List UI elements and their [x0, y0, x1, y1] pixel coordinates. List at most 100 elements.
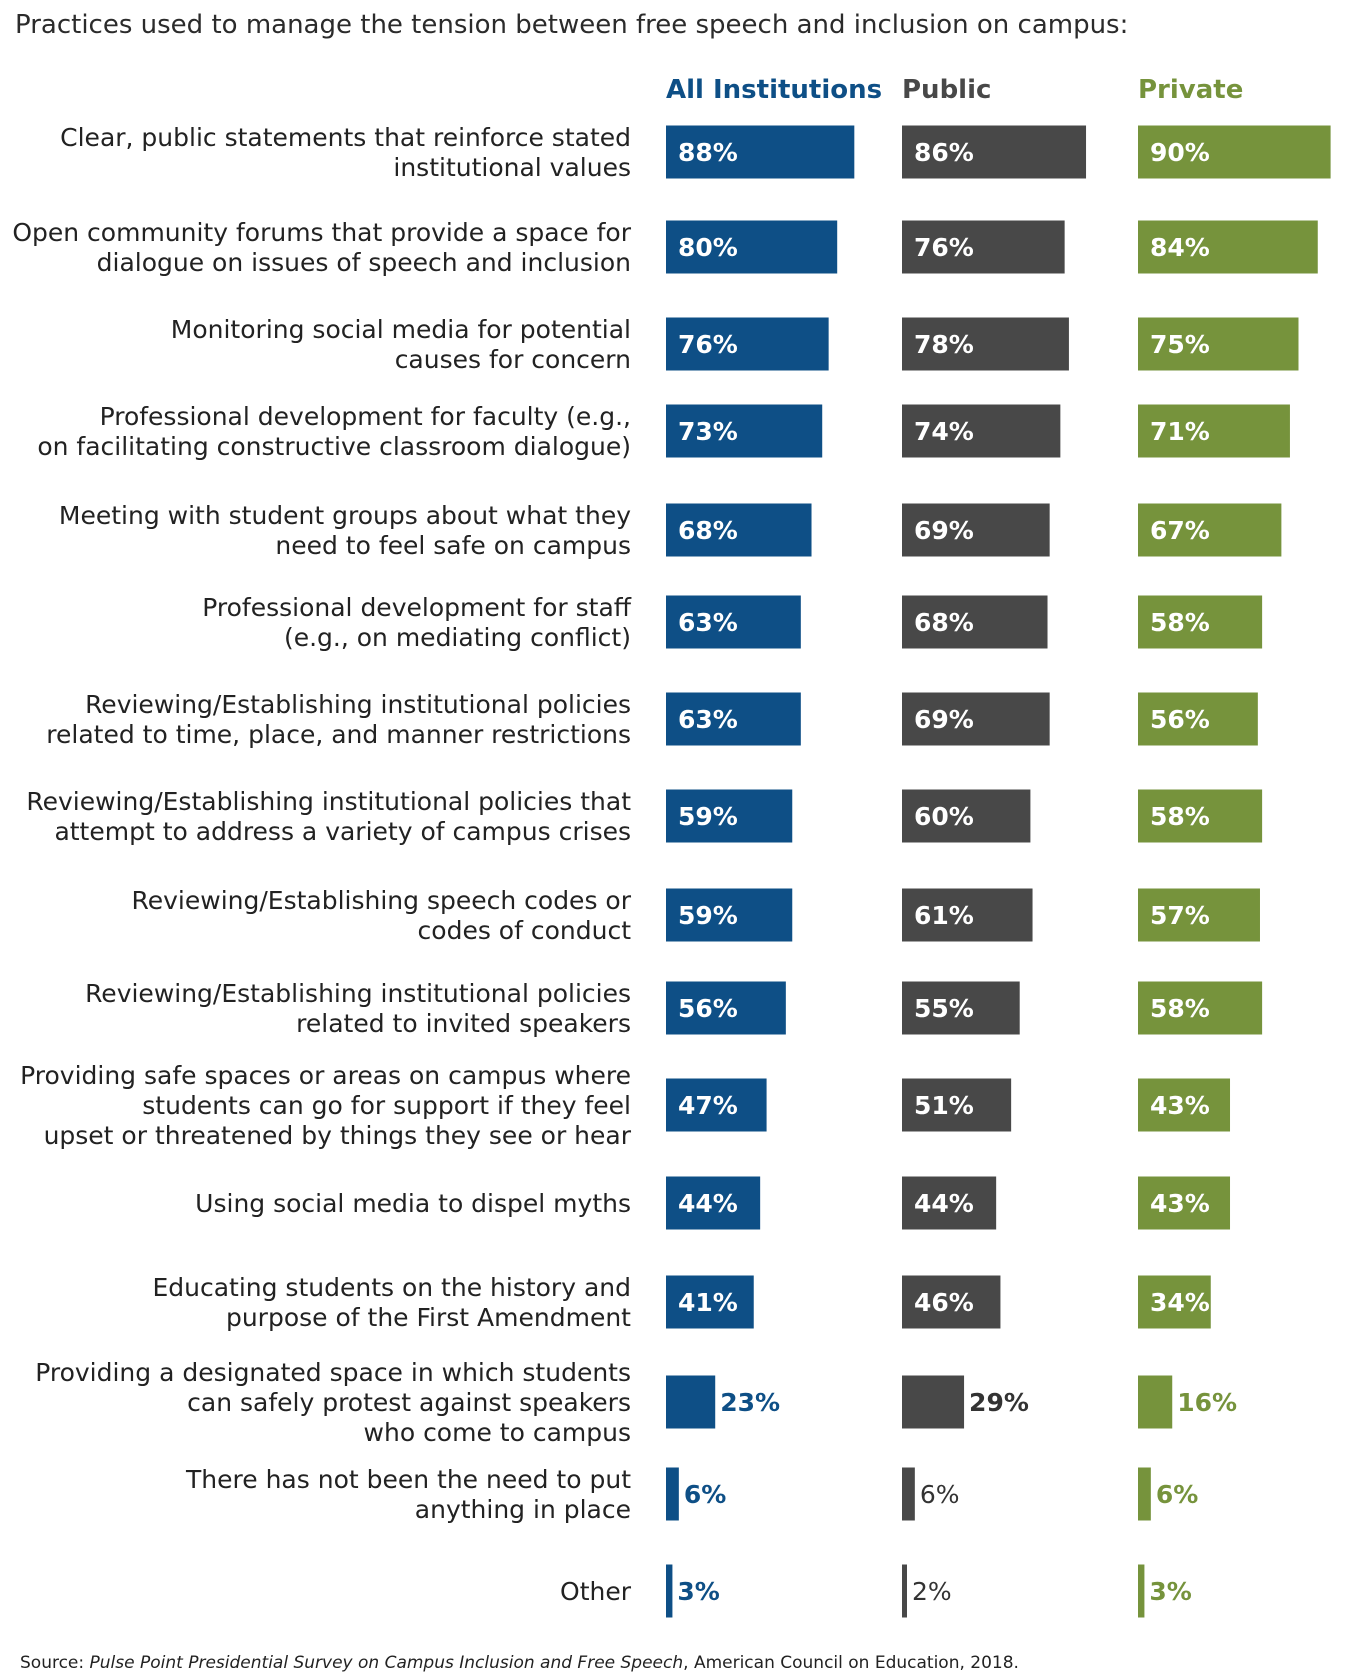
source-suffix: , American Council on Education, 2018. — [683, 1653, 1019, 1673]
data-label: 3% — [677, 1577, 719, 1606]
data-label: 78% — [914, 330, 974, 359]
bar — [902, 888, 1033, 942]
bar — [902, 789, 1031, 843]
bar — [1138, 1467, 1151, 1521]
data-label: 75% — [1150, 330, 1210, 359]
data-label: 69% — [914, 516, 974, 545]
bar — [666, 1275, 754, 1329]
data-label: 43% — [1150, 1189, 1210, 1218]
data-label: 58% — [1150, 608, 1210, 637]
bar — [1138, 1564, 1145, 1618]
data-label: 44% — [678, 1189, 738, 1218]
bar — [902, 1564, 907, 1618]
data-label: 61% — [914, 901, 974, 930]
category-label: Providing safe spaces or areas on campus… — [20, 1061, 632, 1150]
data-label: 71% — [1150, 417, 1210, 446]
data-label: 68% — [914, 608, 974, 637]
category-label: Providing a designated space in which st… — [35, 1358, 631, 1447]
data-label: 16% — [1177, 1388, 1237, 1417]
category-label: Reviewing/Establishing institutional pol… — [26, 787, 631, 846]
bar — [902, 595, 1048, 649]
bars: 88% 80% 76% 73% 68% 63% 63% 59% 59% 56% 47% 44% 41% 2… — [666, 125, 1331, 1618]
data-label: 6% — [684, 1480, 726, 1509]
data-label: 3% — [1149, 1577, 1191, 1606]
bar — [1138, 692, 1258, 746]
bar — [902, 1375, 965, 1429]
data-label: 57% — [1150, 901, 1210, 930]
series-header-0: All Institutions — [666, 75, 882, 105]
bar — [666, 1467, 679, 1521]
bar — [666, 404, 823, 458]
bar — [902, 692, 1050, 746]
category-label: Using social media to dispel myths — [195, 1189, 631, 1218]
series-header-2: Private — [1138, 75, 1243, 105]
data-label: 56% — [678, 994, 738, 1023]
category-label: Clear, public statements that reinforce … — [60, 123, 631, 182]
series-header-1: Public — [902, 75, 991, 105]
bar — [902, 220, 1065, 274]
bar — [1138, 220, 1318, 274]
data-label: 47% — [678, 1091, 738, 1120]
category-label: Reviewing/Establishing institutional pol… — [85, 979, 631, 1038]
data-label: 80% — [678, 233, 738, 262]
bar — [902, 404, 1061, 458]
data-label: 59% — [678, 901, 738, 930]
data-label: 74% — [914, 417, 974, 446]
bar — [902, 1275, 1001, 1329]
data-label: 41% — [678, 1288, 738, 1317]
source-note: Source: Pulse Point Presidential Survey … — [20, 1653, 1019, 1673]
data-label: 59% — [678, 802, 738, 831]
bar — [666, 981, 786, 1035]
data-label: 76% — [914, 233, 974, 262]
bar — [1138, 1275, 1211, 1329]
category-label: Educating students on the history and pur… — [152, 1273, 631, 1332]
bar — [1138, 1078, 1231, 1132]
data-label: 76% — [678, 330, 738, 359]
category-labels: Clear, public statements that reinforce … — [12, 123, 631, 1606]
bar — [902, 1467, 915, 1521]
data-label: 51% — [914, 1091, 974, 1120]
bar — [666, 888, 793, 942]
data-label: 63% — [678, 608, 738, 637]
data-label: 69% — [914, 705, 974, 734]
category-label: Open community forums that provide a spa… — [12, 218, 631, 277]
data-label: 6% — [920, 1480, 960, 1509]
bar — [902, 317, 1069, 371]
data-label: 86% — [914, 138, 974, 167]
bar — [902, 981, 1020, 1035]
bar — [1138, 503, 1282, 557]
category-label: Meeting with student groups about what t… — [59, 501, 631, 560]
source-prefix: Source: — [20, 1653, 90, 1673]
data-label: 34% — [1150, 1288, 1210, 1317]
bar — [666, 220, 838, 274]
bar — [1138, 317, 1299, 371]
bar — [1138, 789, 1263, 843]
data-label: 23% — [720, 1388, 780, 1417]
data-label: 67% — [1150, 516, 1210, 545]
data-label: 63% — [678, 705, 738, 734]
data-label: 55% — [914, 994, 974, 1023]
bar — [1138, 888, 1260, 942]
data-label: 58% — [1150, 994, 1210, 1023]
data-label: 90% — [1150, 138, 1210, 167]
data-label: 88% — [678, 138, 738, 167]
category-label: Other — [560, 1577, 632, 1606]
data-label: 2% — [912, 1577, 952, 1606]
data-label: 56% — [1150, 705, 1210, 734]
category-label: Professional development for staff (e.g.,… — [202, 593, 632, 652]
bar — [666, 1375, 716, 1429]
bar — [902, 1078, 1012, 1132]
source-title: Pulse Point Presidential Survey on Campu… — [89, 1653, 684, 1673]
data-label: 29% — [969, 1388, 1029, 1417]
category-label: Reviewing/Establishing speech codes or co… — [132, 886, 632, 945]
data-label: 43% — [1150, 1091, 1210, 1120]
chart-title: Practices used to manage the tension bet… — [15, 10, 1129, 40]
bar — [1138, 1375, 1173, 1429]
bar — [666, 503, 812, 557]
data-label: 60% — [914, 802, 974, 831]
bar — [1138, 595, 1263, 649]
category-label: There has not been the need to put anythi… — [185, 1465, 631, 1524]
bar — [1138, 981, 1263, 1035]
category-label: Professional development for faculty (e.… — [37, 402, 631, 461]
